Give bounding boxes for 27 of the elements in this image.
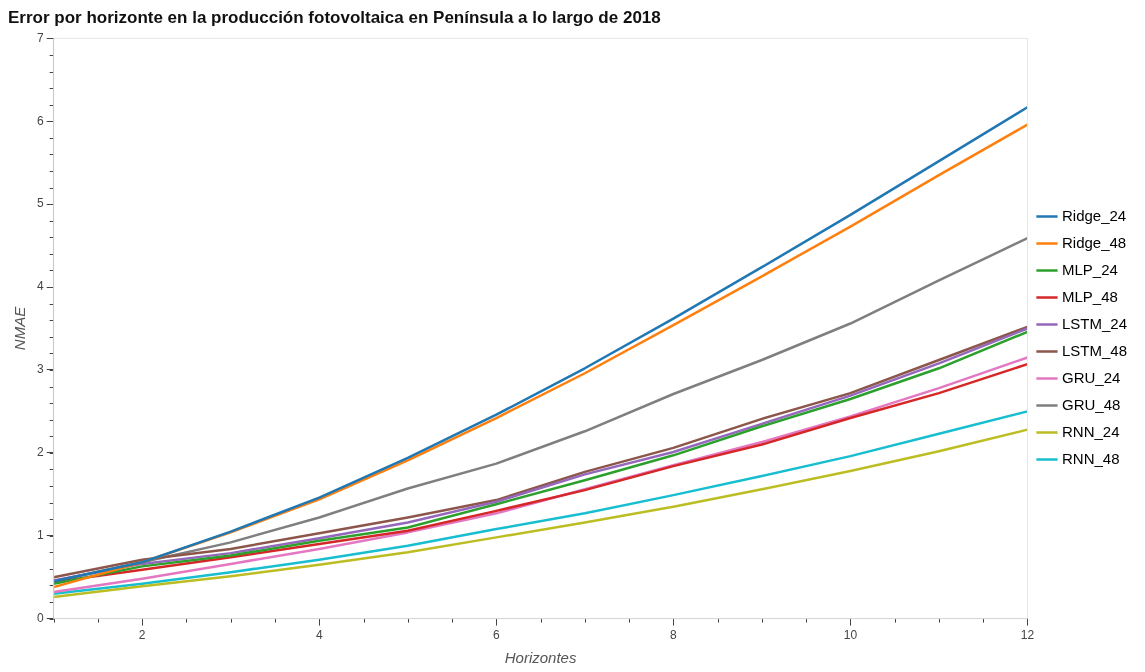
- x-tick-label: 2: [138, 628, 146, 643]
- x-tick-label: 12: [1020, 628, 1035, 643]
- y-tick-label: 6: [36, 113, 44, 128]
- legend-label: LSTM_24: [1061, 314, 1128, 332]
- y-tick-label: 2: [36, 445, 44, 460]
- y-tick-label: 5: [36, 196, 44, 211]
- y-tick-label: 1: [36, 528, 44, 543]
- legend-label: GRU_48: [1061, 395, 1121, 413]
- y-tick-label: 3: [36, 362, 44, 377]
- legend-label: MLP_24: [1061, 260, 1118, 278]
- x-tick-label: 10: [843, 628, 858, 643]
- x-tick-label: 6: [492, 628, 500, 643]
- x-tick-label: 4: [315, 628, 323, 643]
- legend-label: GRU_24: [1061, 368, 1121, 386]
- y-tick-label: 4: [36, 279, 44, 294]
- legend-label: RNN_48: [1061, 449, 1120, 467]
- legend-label: RNN_24: [1061, 422, 1120, 440]
- chart-title: Error por horizonte en la producción fotovoltaica en Península a lo largo de 2018: [8, 7, 661, 27]
- legend-label: LSTM_48: [1061, 341, 1128, 359]
- y-tick-label: 7: [36, 30, 44, 45]
- y-axis-title: NMAE: [11, 305, 29, 351]
- legend-label: MLP_48: [1061, 287, 1118, 305]
- legend-label: Ridge_24: [1061, 206, 1127, 224]
- legend-label: Ridge_48: [1061, 233, 1127, 251]
- x-tick-label: 8: [670, 628, 678, 643]
- y-tick-label: 0: [36, 610, 44, 625]
- x-axis-title: Horizontes: [504, 649, 577, 667]
